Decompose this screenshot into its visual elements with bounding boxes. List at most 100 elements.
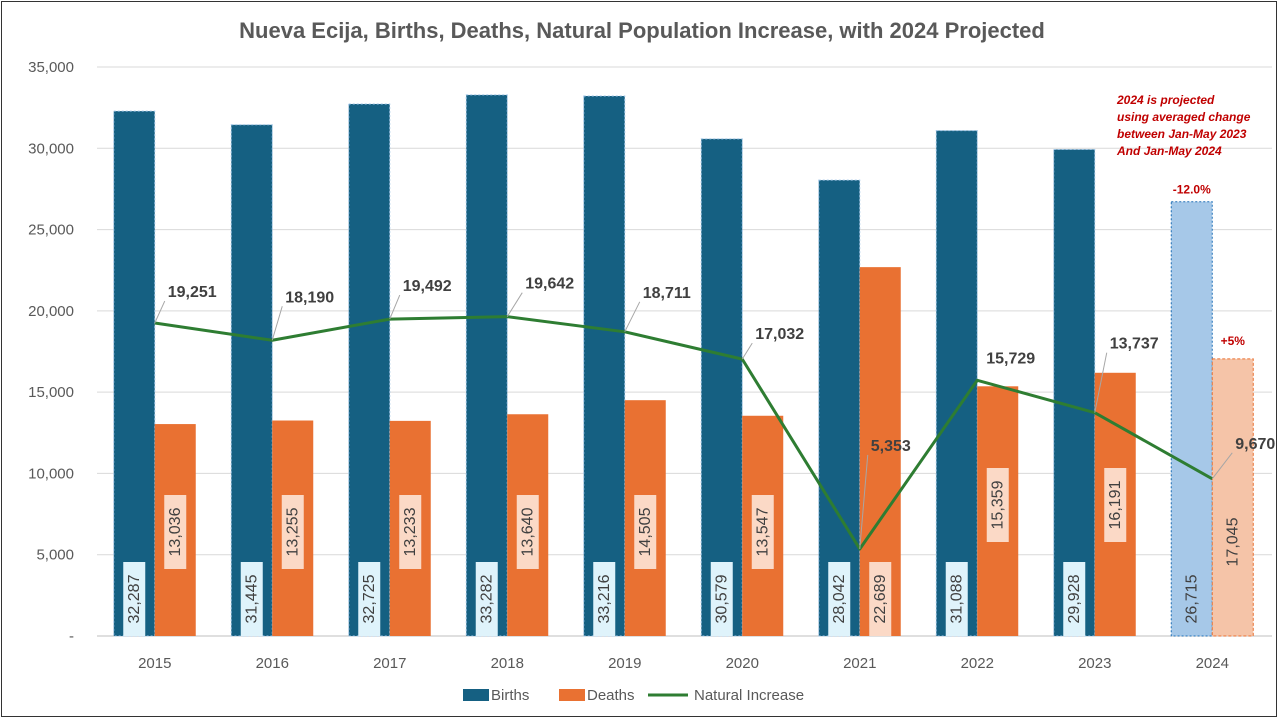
y-tick-label: 5,000 [36, 547, 74, 564]
natural-increase-data-label: 9,670 [1235, 436, 1275, 453]
projection-note-line: using averaged change [1117, 110, 1251, 124]
ni-leader-line [741, 342, 753, 360]
x-axis: 2015 2016 2017 2018 2019 2020 2021 2022 2023 2024 [138, 655, 1229, 672]
ni-leader-line [389, 294, 401, 320]
births-bar [230, 124, 273, 637]
ni-leader-line [1094, 352, 1108, 413]
births-label-bg [945, 562, 968, 636]
x-tick-label: 2017 [373, 655, 406, 672]
deaths-bar [1211, 358, 1254, 637]
births-label-bg [710, 562, 733, 636]
births-data-label: 32,287 [126, 574, 143, 623]
births-change-annotation: -12.0% [1173, 183, 1211, 197]
projection-note-line: between Jan-May 2023 [1117, 127, 1247, 141]
births-bar [113, 110, 156, 637]
deaths-data-label: 13,233 [402, 507, 419, 556]
y-tick-label: 15,000 [28, 384, 74, 401]
deaths-label-bg [869, 562, 892, 636]
x-tick-label: 2022 [961, 655, 994, 672]
x-tick-label: 2024 [1196, 655, 1229, 672]
y-tick-label: 20,000 [28, 303, 74, 320]
x-tick-label: 2023 [1078, 655, 1111, 672]
births-label-bg [475, 562, 498, 636]
natural-increase-data-label: 19,642 [525, 276, 574, 293]
deaths-label-bg [1104, 468, 1127, 542]
natural-increase-data-label: 5,353 [871, 438, 911, 455]
births-label-bg [123, 562, 146, 636]
x-tick-label: 2021 [843, 655, 876, 672]
y-tick-label: 35,000 [28, 59, 74, 76]
projection-note-line: And Jan-May 2024 [1116, 144, 1222, 158]
births-label-bg [1063, 562, 1086, 636]
natural-increase-line-layer: 19,251 18,190 19,492 19,642 18,711 17,032 5,35… [154, 276, 1275, 551]
births-bar [818, 179, 861, 637]
legend-label: Births [491, 687, 529, 704]
births-bar [1170, 201, 1213, 637]
legend: Births Deaths Natural Increase [463, 687, 804, 704]
x-tick-label: 2018 [491, 655, 524, 672]
births-bar [465, 94, 508, 637]
natural-increase-data-label: 15,729 [986, 350, 1035, 367]
y-axis: - 5,000 10,000 15,000 20,000 25,000 30,000 35,0… [28, 59, 74, 645]
births-data-label: 28,042 [831, 574, 848, 623]
natural-increase-data-label: 19,492 [403, 278, 452, 295]
y-tick-label: 10,000 [28, 465, 74, 482]
deaths-label-bg [986, 468, 1009, 542]
ni-leader-line [271, 306, 283, 341]
births-data-label: 31,445 [243, 574, 260, 623]
deaths-label-bg [399, 495, 422, 569]
projection-note-line: 2024 is projected [1116, 93, 1215, 107]
ni-leader-line [154, 300, 166, 324]
x-tick-label: 2016 [256, 655, 289, 672]
deaths-label-bg [164, 495, 187, 569]
natural-increase-data-label: 19,251 [168, 284, 217, 301]
births-data-label: 30,579 [713, 574, 730, 623]
deaths-data-label: 13,640 [519, 507, 536, 556]
deaths-data-label: 14,505 [637, 507, 654, 556]
deaths-data-label: 13,255 [284, 507, 301, 556]
x-tick-label: 2019 [608, 655, 641, 672]
ni-leader-line [859, 454, 869, 550]
deaths-data-label: 22,689 [872, 574, 889, 623]
y-tick-label: - [69, 628, 74, 645]
births-bar [700, 138, 743, 637]
natural-increase-line [154, 315, 1213, 551]
ni-leader-line [624, 301, 641, 333]
deaths-change-annotation: +5% [1221, 334, 1246, 348]
annotations: -12.0% +5% 2024 is projected using averaged… [1116, 93, 1251, 348]
legend-label: Deaths [587, 687, 635, 704]
births-bar [935, 130, 978, 637]
births-label-bg [593, 562, 616, 636]
ni-leader-line [506, 292, 523, 317]
births-data-label: 26,715 [1183, 574, 1200, 623]
births-label-bg [240, 562, 263, 636]
deaths-label-bg [751, 495, 774, 569]
births-label-bg [828, 562, 851, 636]
births-bar [583, 95, 626, 637]
ni-leader-line [1211, 452, 1233, 480]
natural-increase-data-label: 13,737 [1110, 336, 1159, 353]
deaths-data-label: 13,547 [754, 507, 771, 556]
bars: 32,287 13,036 31,445 13,255 32,725 13,233 33,2… [113, 94, 1254, 637]
natural-increase-data-label: 17,032 [755, 326, 804, 343]
deaths-label-bg [634, 495, 657, 569]
births-data-label: 32,725 [361, 574, 378, 623]
births-data-label: 29,928 [1066, 574, 1083, 623]
births-label-bg [358, 562, 381, 636]
y-tick-label: 30,000 [28, 140, 74, 157]
legend-label: Natural Increase [694, 687, 804, 704]
chart-title: Nueva Ecija, Births, Deaths, Natural Pop… [239, 18, 1045, 43]
births-data-label: 31,088 [948, 574, 965, 623]
x-tick-label: 2015 [138, 655, 171, 672]
deaths-data-label: 17,045 [1224, 517, 1241, 566]
natural-increase-data-label: 18,190 [285, 289, 334, 306]
births-data-label: 33,282 [478, 574, 495, 623]
deaths-label-bg [281, 495, 304, 569]
natural-increase-data-label: 18,711 [643, 285, 691, 302]
deaths-label-bg [516, 495, 539, 569]
x-tick-label: 2020 [726, 655, 759, 672]
deaths-data-label: 16,191 [1107, 480, 1124, 529]
deaths-data-label: 15,359 [989, 480, 1006, 529]
